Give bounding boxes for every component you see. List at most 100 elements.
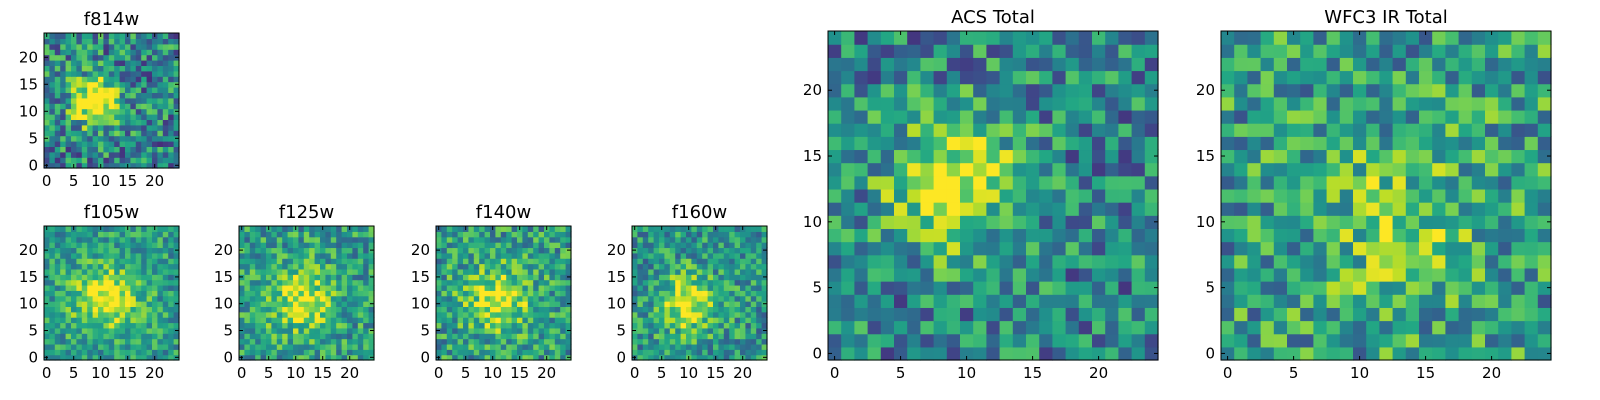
heatmap-cell (648, 284, 655, 291)
heatmap-cell (146, 70, 153, 77)
heatmap-cell (298, 274, 305, 281)
heatmap-cell (565, 252, 572, 259)
heatmap-cell (168, 301, 175, 307)
heatmap-cell (81, 242, 88, 249)
heatmap-cell (549, 263, 556, 270)
heatmap-cell (495, 333, 502, 340)
heatmap-cell (141, 87, 148, 93)
heatmap-cell (330, 301, 337, 307)
heatmap-cell (1485, 267, 1499, 282)
heatmap-cell (1379, 320, 1394, 335)
heatmap-cell (125, 290, 131, 297)
heatmap-cell (44, 130, 50, 137)
heatmap-cell (718, 349, 725, 356)
heatmap-cell (108, 135, 115, 142)
heatmap-cell (669, 301, 676, 307)
heatmap-cell (135, 338, 142, 345)
heatmap-cell (146, 279, 153, 286)
heatmap-cell (168, 114, 175, 120)
heatmap-cell (1524, 333, 1539, 348)
heatmap-cell (119, 146, 126, 153)
heatmap-cell (108, 311, 115, 318)
heatmap-cell (357, 290, 364, 297)
heatmap-cell (1405, 70, 1420, 85)
heatmap-cell (1458, 109, 1473, 124)
heatmap-cell (490, 263, 496, 270)
heatmap-cell (549, 247, 556, 254)
heatmap-cell (119, 135, 126, 142)
heatmap-cell (114, 290, 121, 297)
heatmap-cell (168, 263, 175, 270)
heatmap-cell (249, 242, 256, 249)
heatmap-cell (1458, 320, 1473, 335)
heatmap-cell (1287, 70, 1301, 85)
heatmap-cell (880, 96, 895, 111)
heatmap-cell (249, 226, 256, 232)
heatmap-cell (54, 226, 61, 232)
heatmap-cell (680, 284, 687, 291)
heatmap-cell (54, 274, 61, 281)
heatmap-cell (880, 57, 895, 72)
heatmap-cell (130, 301, 137, 307)
heatmap-cell (1065, 241, 1080, 256)
heatmap-cell (330, 295, 337, 302)
heatmap-cell (54, 38, 61, 45)
heatmap-cell (854, 346, 869, 361)
heatmap-cell (506, 327, 513, 334)
heatmap-cell (54, 333, 61, 340)
heatmap-cell (98, 60, 104, 66)
heatmap-cell (1092, 96, 1106, 111)
heatmap-cell (479, 295, 486, 302)
heatmap-cell (130, 317, 137, 324)
heatmap-cell (54, 76, 61, 83)
heatmap-cell (446, 252, 453, 259)
heatmap-cell (637, 333, 644, 340)
heatmap-cell (347, 268, 353, 275)
x-tick-label: 0 (434, 364, 444, 382)
heatmap-cell (65, 317, 72, 324)
heatmap-cell (457, 301, 464, 307)
heatmap-cell (538, 333, 545, 340)
heatmap-cell (162, 290, 169, 297)
heatmap-cell (157, 242, 164, 249)
heatmap-cell (309, 327, 316, 334)
heatmap-cell (1445, 44, 1460, 58)
heatmap-cell (1313, 96, 1328, 111)
x-tick-label: 20 (537, 364, 556, 382)
heatmap-cell (468, 327, 475, 334)
heatmap-cell (135, 252, 142, 259)
heatmap-cell (960, 123, 974, 137)
heatmap-cell (696, 290, 703, 297)
heatmap-cell (130, 258, 137, 265)
heatmap-cell (436, 317, 442, 324)
heatmap-cell (287, 242, 294, 249)
heatmap-cell (854, 83, 869, 98)
heatmap-cell (1144, 202, 1159, 216)
heatmap-cell (293, 338, 299, 345)
heatmap-cell (146, 301, 153, 307)
heatmap-cell (659, 268, 665, 275)
heatmap-cell (1234, 320, 1248, 335)
heatmap-cell (1131, 96, 1146, 111)
heatmap-cell (336, 317, 343, 324)
heatmap-cell (1300, 228, 1314, 243)
heatmap-cell (686, 295, 692, 302)
heatmap-cell (637, 242, 644, 249)
heatmap-cell (1392, 281, 1407, 295)
heatmap-cell (325, 333, 332, 340)
heatmap-cell (718, 290, 725, 297)
heatmap-cell (157, 290, 164, 297)
heatmap-cell (125, 157, 131, 164)
heatmap-cell (266, 263, 272, 270)
heatmap-cell (457, 231, 464, 238)
heatmap-cell (1260, 281, 1275, 295)
heatmap-cell (659, 327, 665, 334)
heatmap-cell (1326, 215, 1341, 229)
heatmap-cell (87, 226, 94, 232)
heatmap-cell (130, 322, 137, 329)
heatmap-cell (533, 274, 540, 281)
heatmap-cell (65, 76, 72, 83)
heatmap-cell (92, 114, 99, 120)
heatmap-cell (108, 162, 115, 169)
heatmap-cell (500, 295, 507, 302)
